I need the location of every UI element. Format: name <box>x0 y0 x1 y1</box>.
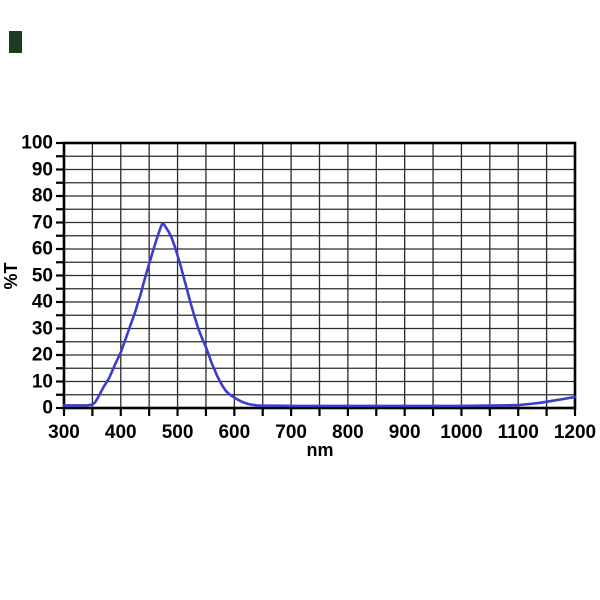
x-axis-title: nm <box>306 440 334 460</box>
x-tick-label: 400 <box>104 422 137 443</box>
x-tick-label: 800 <box>332 422 364 443</box>
x-tick-label: 700 <box>275 422 307 443</box>
x-tick-label: 900 <box>388 422 421 443</box>
transmission-curve <box>62 222 577 408</box>
y-tick-label: 30 <box>31 318 53 339</box>
axis-ticks <box>56 141 577 416</box>
y-tick-label: 40 <box>31 291 53 313</box>
y-tick-label: 60 <box>31 238 53 260</box>
y-tick-label: 50 <box>31 265 53 286</box>
y-tick-label: 80 <box>31 185 53 207</box>
y-tick-label: 20 <box>31 344 53 366</box>
x-tick-label: 600 <box>218 422 251 443</box>
y-tick-label: 70 <box>31 212 53 233</box>
artifact-mark <box>9 31 22 53</box>
y-tick-label: 10 <box>31 371 53 392</box>
x-tick-label: 300 <box>48 422 80 443</box>
plot-border <box>62 141 577 410</box>
y-axis-title: %T <box>1 262 21 290</box>
x-tick-label: 1100 <box>497 422 539 443</box>
y-tick-label: 90 <box>31 159 53 180</box>
x-tick-label: 1200 <box>553 422 597 443</box>
x-tick-label: 1000 <box>440 422 483 443</box>
y-tick-label: 0 <box>42 397 53 419</box>
gridlines <box>63 142 576 409</box>
x-tick-label: 500 <box>161 422 194 443</box>
y-tick-label: 100 <box>21 132 53 154</box>
